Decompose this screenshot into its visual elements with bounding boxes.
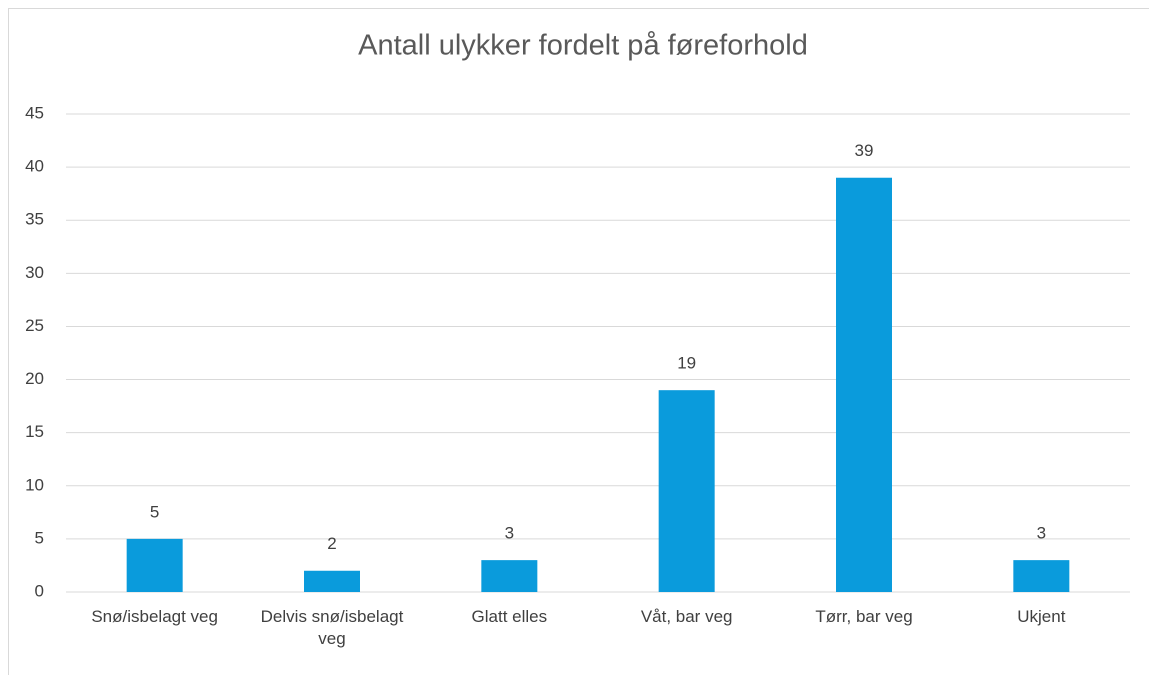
bar [1013, 560, 1070, 592]
y-tick-label: 15 [25, 422, 44, 441]
data-label: 5 [150, 502, 159, 521]
y-tick-label: 10 [25, 475, 44, 494]
bar [126, 538, 183, 592]
chart-title: Antall ulykker fordelt på føreforhold [358, 30, 808, 62]
bar [658, 390, 715, 592]
x-tick-label: Tørr, bar veg [815, 607, 913, 626]
y-tick-label: 30 [25, 263, 44, 282]
x-tick-label: Snø/isbelagt veg [91, 607, 218, 626]
y-tick-label: 25 [25, 316, 44, 335]
y-tick-label: 20 [25, 369, 44, 388]
data-label: 2 [327, 534, 336, 553]
y-tick-label: 40 [25, 157, 44, 176]
y-tick-label: 5 [35, 528, 44, 547]
y-tick-label: 35 [25, 210, 44, 229]
data-label: 19 [677, 354, 696, 373]
y-tick-label: 0 [35, 581, 44, 600]
chart-border [8, 8, 1149, 675]
x-tick-label: Delvis snø/isbelagt veg [260, 607, 404, 648]
bar [304, 570, 360, 592]
bar [481, 560, 538, 592]
x-tick-label: Ukjent [1017, 607, 1066, 626]
y-tick-label: 45 [25, 103, 44, 122]
data-label: 3 [505, 524, 514, 543]
x-tick-label: Glatt elles [471, 607, 548, 626]
x-tick-label: Våt, bar veg [640, 607, 733, 626]
data-label: 39 [855, 141, 874, 160]
bar [836, 177, 892, 592]
data-label: 3 [1037, 524, 1046, 543]
